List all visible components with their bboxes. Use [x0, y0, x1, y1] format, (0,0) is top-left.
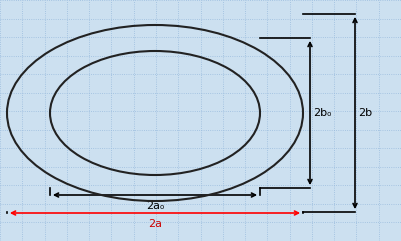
- Text: 2b: 2b: [358, 108, 372, 118]
- Text: 2a: 2a: [148, 219, 162, 229]
- Text: 2bₒ: 2bₒ: [313, 108, 332, 118]
- Text: 2aₒ: 2aₒ: [146, 201, 164, 211]
